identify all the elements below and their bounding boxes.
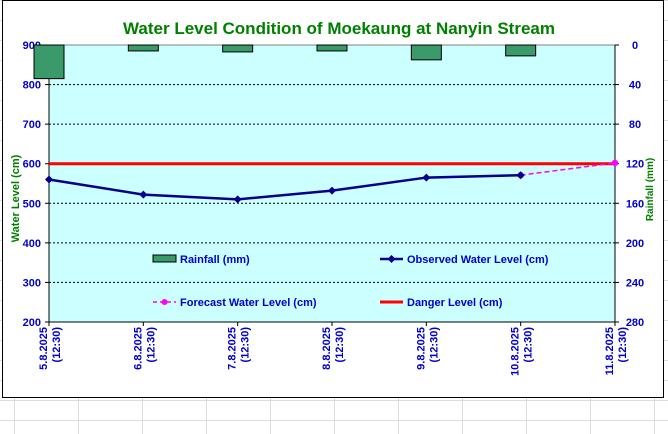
rainfall-bar bbox=[127, 44, 159, 52]
observed-point bbox=[233, 195, 242, 204]
rainfall-bar bbox=[33, 44, 65, 80]
x-tick-sublabel: (12:30) bbox=[428, 327, 440, 363]
legend-rainfall-swatch bbox=[152, 254, 177, 263]
x-tick-sublabel: (12:30) bbox=[51, 327, 63, 363]
y2-tick-label: 200 bbox=[626, 238, 644, 250]
x-tick-label: 6.8.2025 bbox=[132, 327, 144, 370]
y2-axis-title: Rainfall (mm) bbox=[645, 158, 656, 221]
y-tick-label: 300 bbox=[23, 277, 41, 289]
legend-observed-marker bbox=[387, 255, 396, 263]
x-tick-sublabel: (12:30) bbox=[240, 327, 252, 363]
rainfall-bar bbox=[316, 44, 348, 52]
y2-tick-label: 240 bbox=[626, 277, 644, 289]
x-tick-label: 8.8.2025 bbox=[321, 327, 333, 370]
rainfall-bar bbox=[410, 44, 442, 61]
y2-tick-label: 160 bbox=[626, 198, 644, 210]
forecast-point bbox=[611, 159, 619, 167]
y-tick-label: 600 bbox=[23, 159, 41, 171]
observed-point bbox=[422, 173, 431, 182]
observed-point bbox=[328, 186, 336, 195]
y2-tick-label: 0 bbox=[632, 40, 638, 52]
observed-point bbox=[516, 171, 525, 180]
x-tick-sublabel: (12:30) bbox=[334, 327, 346, 363]
x-tick-label: 7.8.2025 bbox=[227, 327, 239, 370]
y2-tick-label: 80 bbox=[629, 119, 641, 131]
x-tick-label: 5.8.2025 bbox=[38, 327, 50, 370]
y2-tick-label: 120 bbox=[626, 159, 644, 171]
x-tick-sublabel: (12:30) bbox=[523, 327, 535, 363]
x-tick-label: 11.8.2025 bbox=[604, 327, 616, 375]
x-tick-sublabel: (12:30) bbox=[145, 327, 157, 363]
rainfall-bar bbox=[505, 44, 537, 57]
y-tick-label: 700 bbox=[23, 119, 41, 131]
legend-rainfall-label: Rainfall (mm) bbox=[180, 254, 250, 266]
observed-line bbox=[48, 173, 521, 201]
chart-title: Water Level Condition of Moekaung at Nan… bbox=[123, 19, 555, 38]
x-tick-sublabel: (12:30) bbox=[617, 327, 629, 363]
legend-danger-label: Danger Level (cm) bbox=[407, 297, 503, 309]
y2-tick-label: 40 bbox=[629, 80, 641, 92]
y-tick-label: 400 bbox=[23, 238, 41, 250]
y-axis-title: Water Level (cm) bbox=[10, 154, 22, 242]
y-tick-label: 800 bbox=[23, 80, 41, 92]
y-tick-label: 200 bbox=[23, 317, 41, 329]
observed-point bbox=[45, 175, 53, 184]
observed-point bbox=[139, 190, 148, 199]
x-tick-label: 9.8.2025 bbox=[415, 327, 427, 370]
x-tick-label: 10.8.2025 bbox=[510, 327, 522, 376]
plot-background bbox=[48, 44, 616, 323]
legend-observed-label: Observed Water Level (cm) bbox=[407, 254, 549, 266]
y2-tick-label: 280 bbox=[626, 317, 644, 329]
legend-forecast-marker bbox=[161, 299, 168, 305]
y-tick-label: 500 bbox=[23, 198, 41, 210]
legend-forecast-label: Forecast Water Level (cm) bbox=[180, 297, 317, 309]
rainfall-bar bbox=[222, 44, 254, 53]
